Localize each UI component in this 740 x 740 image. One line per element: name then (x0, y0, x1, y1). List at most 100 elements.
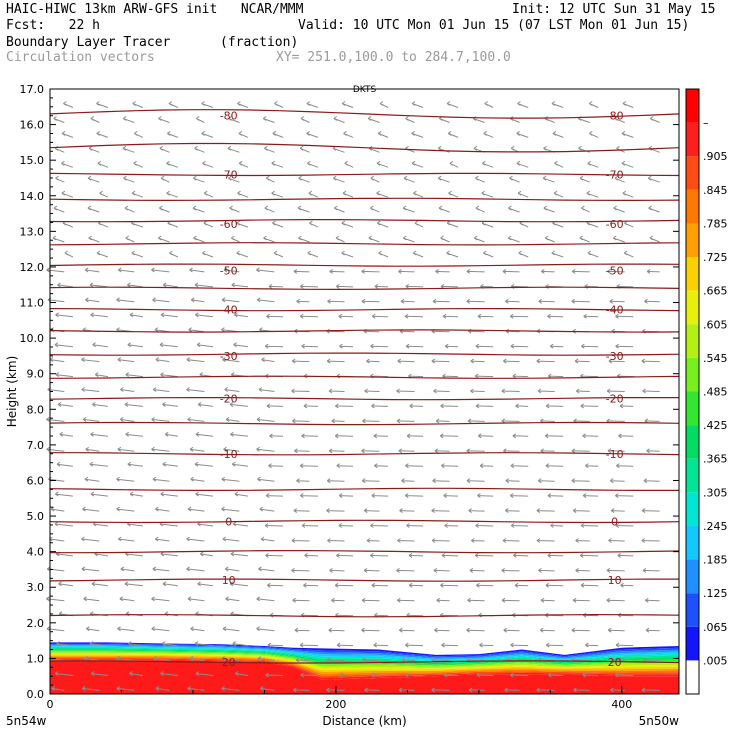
wind-vector (477, 433, 494, 439)
wind-vector (238, 130, 249, 138)
wind-vector (435, 268, 450, 274)
wind-vector (151, 596, 170, 602)
wind-vector (615, 313, 634, 319)
contour-label: -70 (606, 168, 624, 181)
colorbar-swatch (686, 156, 699, 190)
wind-vector (517, 101, 529, 108)
wind-vector (223, 446, 240, 452)
wind-vector (396, 388, 415, 394)
wind-vector (620, 582, 634, 588)
x-axis-label: Distance (km) (322, 714, 406, 728)
wind-vector (504, 687, 520, 693)
circulation-vectors (46, 101, 660, 693)
wind-vector (96, 250, 109, 258)
wind-vector (448, 190, 459, 198)
wind-vector (436, 597, 450, 603)
wind-vector (400, 298, 415, 304)
wind-vector (328, 448, 345, 454)
wind-vector (186, 357, 205, 363)
wind-vector (342, 190, 354, 198)
wind-vector (229, 205, 240, 213)
wind-vector (99, 190, 109, 198)
wind-vector (374, 463, 389, 469)
right-endpoint-label: 5n50w (639, 714, 680, 728)
wind-vector (615, 642, 634, 648)
wind-vector (186, 387, 205, 392)
wind-vector (266, 403, 284, 409)
wind-vector (265, 672, 284, 678)
wind-vector (294, 448, 310, 454)
wind-vector (378, 250, 389, 258)
wind-vector (81, 685, 100, 691)
wind-vector (475, 403, 494, 409)
wind-vector (649, 116, 660, 123)
wind-vector (502, 268, 520, 274)
wind-vector (81, 387, 100, 392)
wind-vector (228, 175, 240, 183)
wind-vector (256, 416, 275, 422)
wind-vector (117, 626, 135, 632)
wind-vector (339, 672, 354, 678)
wind-vector (326, 478, 345, 484)
wind-vector (466, 298, 485, 304)
contour-line (50, 452, 680, 456)
wind-vector (46, 267, 65, 273)
wind-vector (431, 508, 450, 514)
contour-line (49, 397, 679, 401)
wind-vector (236, 220, 249, 228)
wind-vector (51, 685, 65, 691)
wind-vector (301, 433, 319, 439)
wind-vector (648, 205, 660, 213)
wind-vector (434, 627, 450, 633)
wind-vector (301, 523, 319, 528)
wind-vector (370, 552, 389, 558)
wind-vector (88, 145, 100, 153)
wind-vector (94, 372, 108, 378)
wind-vector (618, 433, 634, 439)
contour-line (49, 219, 680, 223)
wind-vector (132, 101, 144, 108)
wind-vector (449, 160, 459, 168)
wind-vector (56, 461, 73, 467)
wind-vector (398, 687, 415, 693)
contour-line (49, 660, 680, 664)
contour-line (49, 286, 680, 290)
wind-vector (582, 672, 599, 678)
wind-vector (61, 130, 74, 138)
wind-vector (431, 358, 450, 364)
wind-vector (551, 101, 564, 108)
colorbar-label: .845 (703, 184, 728, 197)
contour-line (50, 549, 680, 554)
wind-vector (509, 175, 520, 183)
wind-vector (55, 312, 73, 318)
wind-vector (201, 130, 214, 138)
wind-vector (84, 267, 100, 273)
wind-vector (61, 160, 74, 168)
contour-line (49, 329, 680, 333)
wind-vector (201, 101, 214, 108)
wind-vector (162, 282, 178, 288)
wind-vector (474, 552, 494, 558)
wind-vector (221, 327, 240, 333)
wind-vector (413, 190, 424, 198)
wind-vector (157, 235, 170, 243)
wind-vector (408, 552, 424, 558)
wind-vector (475, 343, 494, 349)
wind-vector (482, 160, 494, 168)
wind-vector (509, 493, 529, 499)
wind-vector (264, 523, 284, 528)
wind-vector (510, 672, 529, 678)
wind-vector (440, 582, 459, 588)
wind-vector (405, 463, 424, 469)
wind-vector (411, 160, 424, 168)
y-tick-label: 7.0 (27, 439, 45, 452)
wind-vector (271, 190, 284, 198)
contour-line (49, 197, 680, 201)
wind-vector (271, 160, 284, 168)
wind-vector (227, 145, 240, 153)
colorbar-label: .545 (703, 352, 728, 365)
wind-vector (222, 536, 240, 542)
wind-vector (225, 596, 240, 602)
wind-vector (238, 160, 249, 168)
wind-vector (616, 145, 625, 153)
